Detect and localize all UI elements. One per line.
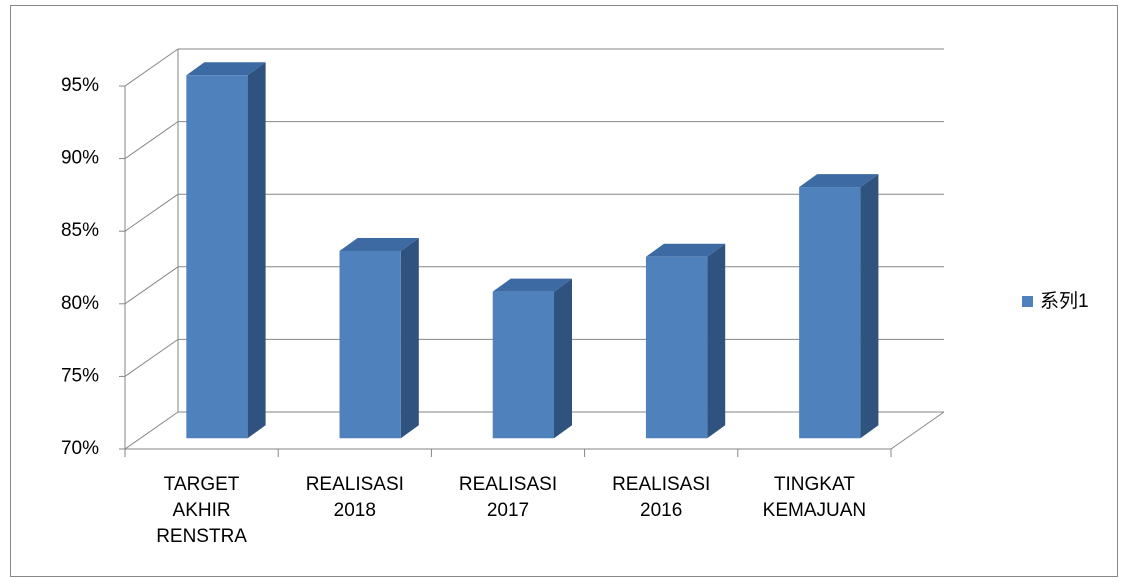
x-tick-label: REALISASI 2017 <box>458 474 558 521</box>
grid-line <box>124 193 179 232</box>
y-tick-label: 75% <box>61 365 99 386</box>
floor-right <box>890 411 945 450</box>
bar <box>339 250 401 439</box>
grid-line <box>124 411 179 450</box>
y-tick-label: 90% <box>61 148 99 169</box>
x-tick-label: TINGKAT KEMAJUAN <box>762 474 867 521</box>
y-tick-label: 95% <box>61 75 99 96</box>
bar-side <box>247 62 266 439</box>
y-tick-label: 80% <box>61 293 99 314</box>
x-tick-label: TARGET AKHIR RENSTRA <box>156 474 247 547</box>
bar <box>492 291 555 439</box>
bar-side <box>860 174 879 439</box>
bar-top <box>799 174 879 188</box>
bar-top <box>492 278 573 292</box>
bar-top <box>645 243 726 257</box>
grid-line <box>124 121 179 160</box>
grid-line <box>124 48 179 87</box>
legend-label: 系列1 <box>1040 290 1089 312</box>
x-tick-label: REALISASI 2018 <box>305 474 404 521</box>
bar-side <box>400 237 419 439</box>
bar <box>799 187 861 439</box>
bar-side <box>554 278 573 439</box>
bar <box>186 75 248 439</box>
bar <box>645 256 708 439</box>
y-tick-label: 85% <box>61 220 99 241</box>
y-tick-label: 70% <box>61 438 99 459</box>
legend-swatch <box>1022 296 1033 307</box>
grid-line <box>124 266 179 305</box>
bar-side <box>707 243 726 439</box>
x-tick-label: REALISASI 2016 <box>612 474 711 521</box>
bar-top <box>339 237 419 251</box>
grid-line <box>124 338 179 377</box>
bar-top <box>186 62 266 76</box>
